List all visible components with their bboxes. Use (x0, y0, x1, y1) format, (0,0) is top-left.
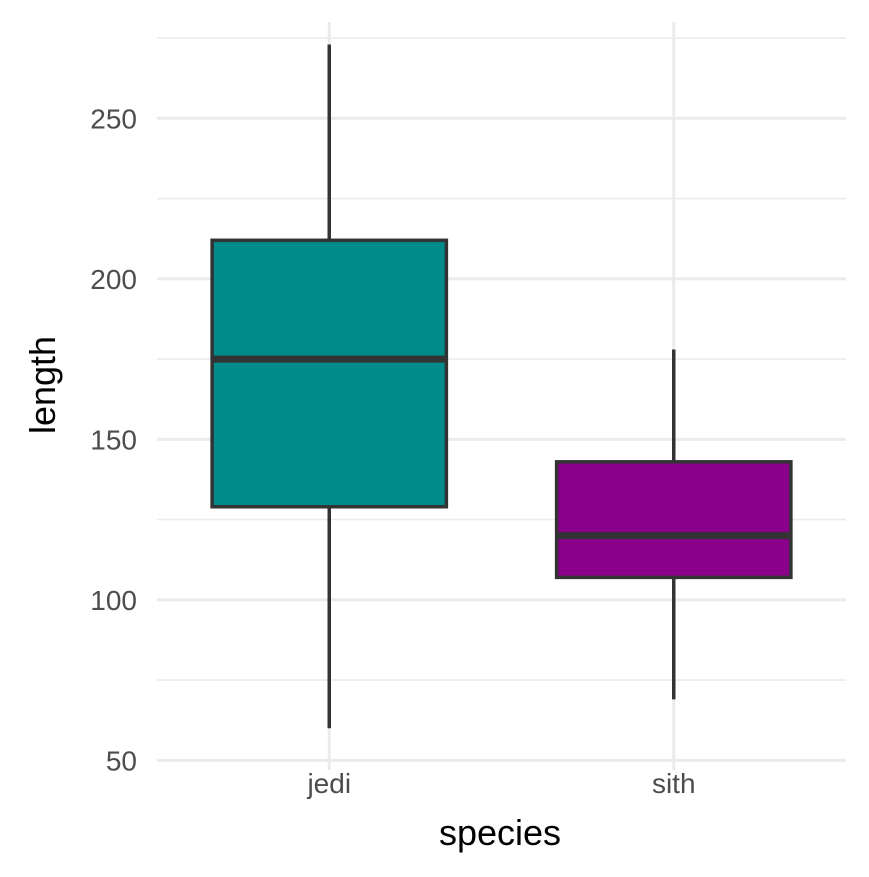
x-tick-label: sith (652, 768, 696, 799)
iqr-box (210, 238, 449, 509)
y-axis-title: length (22, 336, 63, 434)
x-axis-title: species (439, 812, 561, 853)
y-tick-label: 200 (90, 264, 137, 295)
x-tick-label: jedi (306, 768, 351, 799)
y-tick-label: 50 (106, 745, 137, 776)
y-tick-labels: 50 100 150 200 250 (90, 103, 137, 776)
y-tick-label: 150 (90, 424, 137, 455)
box-jedi (210, 44, 449, 729)
boxes (210, 44, 793, 729)
box-sith (554, 349, 793, 700)
iqr-box (554, 460, 793, 580)
x-tick-labels: jedi sith (306, 768, 695, 799)
y-tick-label: 250 (90, 103, 137, 134)
y-tick-label: 100 (90, 585, 137, 616)
